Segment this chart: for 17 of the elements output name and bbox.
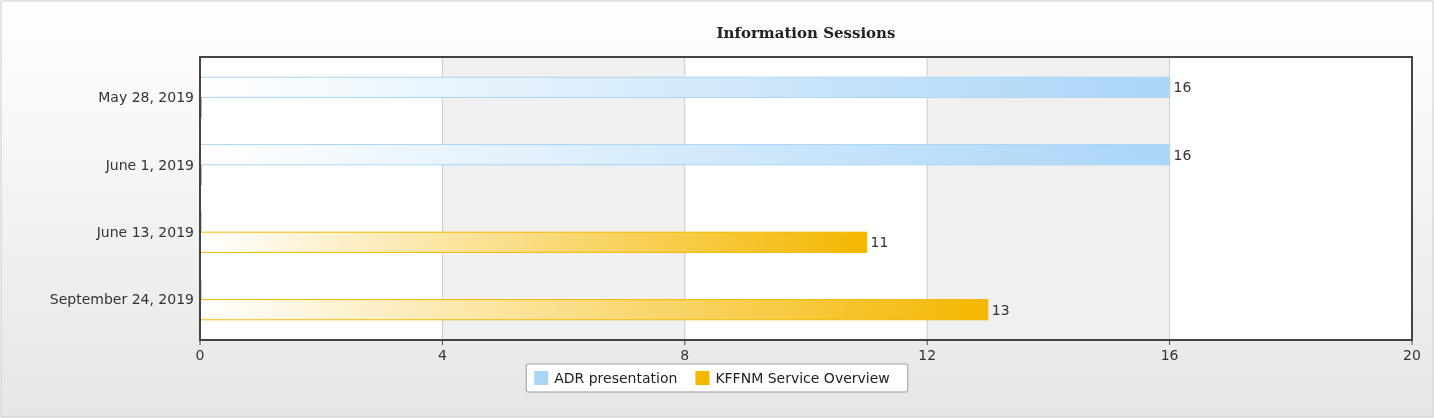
data-label: 16: [1173, 146, 1192, 163]
x-tick-label: 20: [1403, 347, 1421, 363]
data-label: 16: [1173, 79, 1192, 96]
legend-label: KFFNM Service Overview: [715, 369, 890, 386]
data-label: 13: [991, 301, 1010, 318]
x-tick-label: 0: [195, 347, 205, 363]
y-tick-label: June 1, 2019: [104, 156, 194, 173]
chart-title: Information Sessions: [716, 24, 896, 42]
x-tick-label: 4: [437, 347, 447, 363]
y-tick-label: September 24, 2019: [49, 291, 194, 308]
legend-label: ADR presentation: [554, 369, 678, 386]
data-label: 11: [870, 234, 889, 251]
x-tick-label: 16: [1160, 347, 1179, 363]
y-tick-label: May 28, 2019: [98, 89, 194, 106]
x-tick-label: 12: [918, 347, 937, 363]
x-tick-label: 8: [680, 347, 690, 363]
y-tick-label: June 13, 2019: [95, 224, 194, 241]
